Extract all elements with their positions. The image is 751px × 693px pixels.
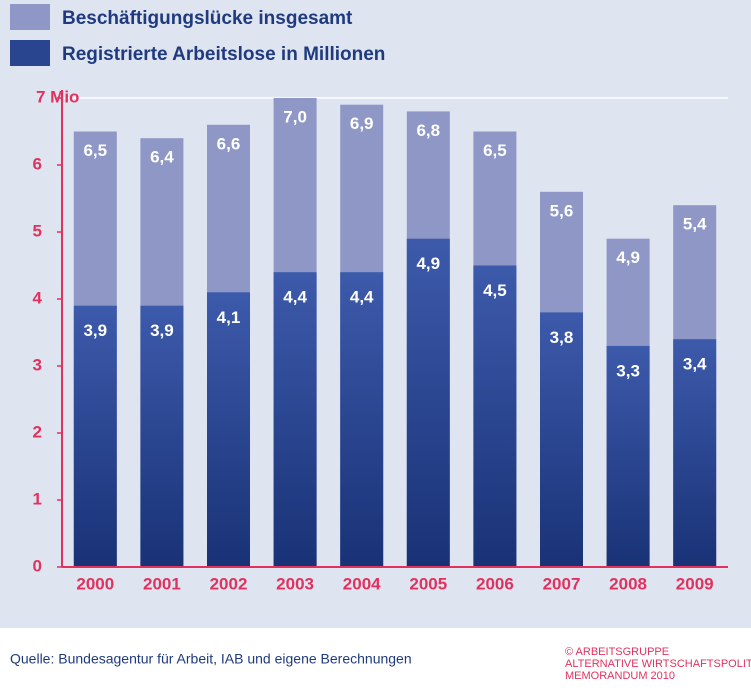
value-label: 7,0 (283, 107, 307, 126)
value-label: 4,1 (217, 308, 241, 327)
value-label: 6,8 (416, 121, 440, 140)
legend-swatch (10, 4, 50, 30)
value-label: 4,4 (283, 288, 307, 307)
value-label: 6,4 (150, 148, 174, 167)
y-tick-label: 7 Mio (36, 87, 79, 106)
legend-swatch (10, 40, 50, 66)
source-note: Quelle: Bundesagentur für Arbeit, IAB un… (10, 651, 412, 667)
x-tick-label: 2005 (409, 574, 447, 593)
value-label: 3,4 (683, 355, 707, 374)
unemployed-bar (273, 272, 317, 567)
unemployed-bar (340, 272, 384, 567)
x-tick-label: 2008 (609, 574, 647, 593)
value-label: 4,4 (350, 288, 374, 307)
x-tick-label: 2007 (543, 574, 581, 593)
credit: ALTERNATIVE WIRTSCHAFTSPOLITIK (565, 658, 751, 670)
unemployed-bar (540, 312, 583, 567)
unemployed-bar (140, 305, 184, 567)
unemployed-bar (606, 345, 650, 567)
x-tick-label: 2000 (76, 574, 114, 593)
x-tick-label: 2002 (210, 574, 248, 593)
value-label: 6,9 (350, 114, 374, 133)
unemployed-bar (473, 265, 517, 567)
x-tick-label: 2009 (676, 574, 714, 593)
value-label: 3,3 (616, 361, 640, 380)
y-tick-label: 2 (33, 422, 42, 441)
value-label: 5,6 (550, 201, 574, 220)
y-tick-label: 0 (33, 556, 42, 575)
credit: © ARBEITSGRUPPE (565, 646, 669, 658)
value-label: 4,5 (483, 281, 507, 300)
x-tick-label: 2006 (476, 574, 514, 593)
credit: MEMORANDUM 2010 (565, 670, 675, 682)
value-label: 3,9 (83, 321, 107, 340)
value-label: 6,6 (217, 134, 241, 153)
value-label: 3,9 (150, 321, 174, 340)
y-tick-label: 3 (33, 355, 42, 374)
value-label: 3,8 (550, 328, 574, 347)
legend-label: Beschäftigungslücke insgesamt (62, 8, 353, 29)
x-tick-label: 2003 (276, 574, 314, 593)
value-label: 5,4 (683, 215, 707, 234)
value-label: 4,9 (416, 254, 440, 273)
y-tick-label: 1 (33, 489, 42, 508)
unemployed-bar (207, 292, 250, 567)
y-tick-label: 4 (33, 288, 43, 307)
unemployed-bar (73, 305, 117, 567)
value-label: 6,5 (483, 141, 507, 160)
unemployed-bar (673, 339, 717, 567)
x-tick-label: 2001 (143, 574, 181, 593)
legend-label: Registrierte Arbeitslose in Millionen (62, 44, 385, 65)
value-label: 6,5 (83, 141, 107, 160)
footer-background (0, 628, 751, 693)
value-label: 4,9 (616, 248, 640, 267)
y-tick-label: 5 (33, 221, 42, 240)
unemployed-bar (406, 238, 450, 567)
x-tick-label: 2004 (343, 574, 381, 593)
y-tick-label: 6 (33, 154, 42, 173)
